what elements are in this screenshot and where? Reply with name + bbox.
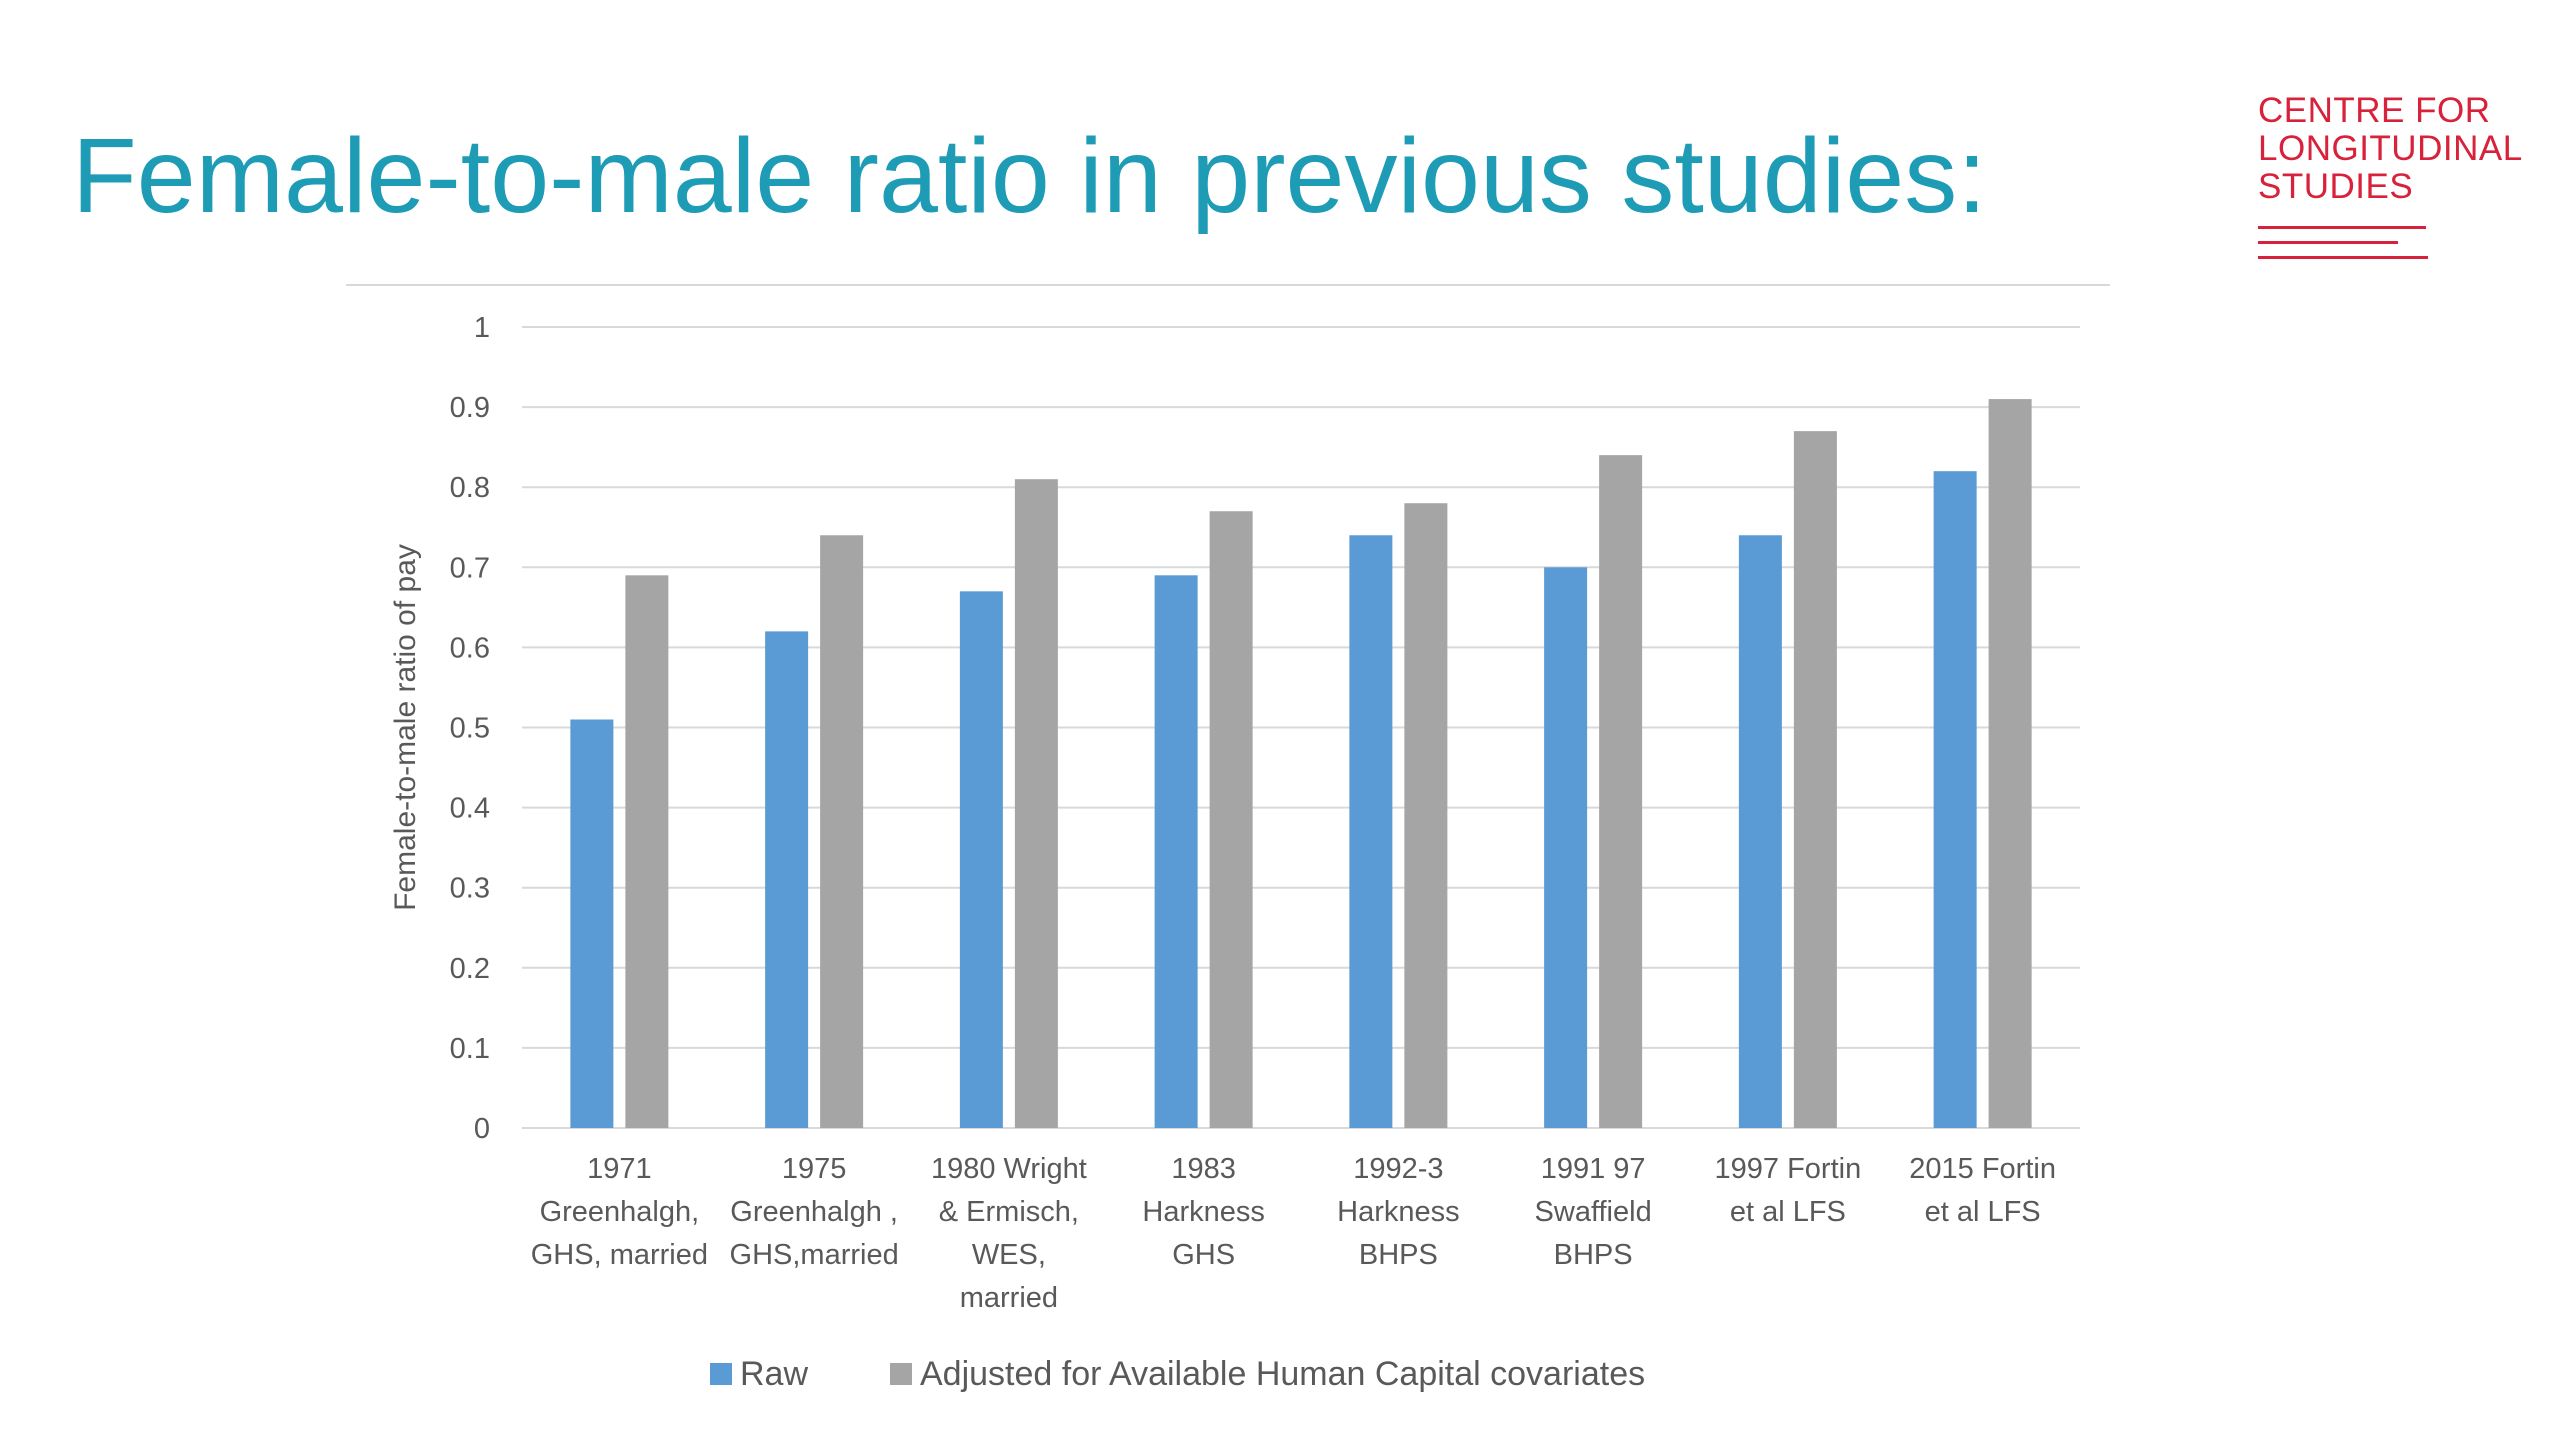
x-category-label-line: 1992-3 bbox=[1353, 1153, 1443, 1185]
logo-rule bbox=[2258, 256, 2428, 259]
logo-line-2: LONGITUDINAL bbox=[2258, 129, 2523, 168]
bar-raw bbox=[765, 631, 809, 1128]
centre-for-longitudinal-studies-logo: CENTRE FOR LONGITUDINAL STUDIES bbox=[2258, 92, 2528, 259]
bar-raw bbox=[1933, 471, 1977, 1128]
x-category-label-line: 1991 97 bbox=[1541, 1153, 1646, 1185]
x-category-label-line: BHPS bbox=[1359, 1239, 1438, 1271]
x-category-label: 1983 Harkness GHS bbox=[1142, 1153, 1265, 1271]
legend-label: Raw bbox=[740, 1355, 808, 1393]
x-category-label-line: 1971 bbox=[587, 1153, 652, 1185]
x-category-label-line: GHS bbox=[1172, 1239, 1235, 1271]
bar-adjusted bbox=[1209, 511, 1253, 1129]
bar-adjusted bbox=[1404, 503, 1448, 1129]
x-category-label-line: 2015 Fortin bbox=[1909, 1153, 2056, 1185]
x-category-label-line: WES, bbox=[972, 1239, 1046, 1271]
x-category-label-line: Harkness bbox=[1337, 1196, 1460, 1228]
x-category-label: 1997 Fortin et al LFS bbox=[1715, 1153, 1862, 1228]
y-tick-label: 0.9 bbox=[450, 392, 490, 424]
y-axis-title: Female-to-male ratio of pay bbox=[389, 544, 422, 911]
logo-text: CENTRE FOR LONGITUDINAL STUDIES bbox=[2258, 92, 2528, 206]
bar-adjusted bbox=[1599, 455, 1643, 1128]
x-category-label-line: Greenhalgh, bbox=[540, 1196, 700, 1228]
legend: Raw Adjusted for Available Human Capital … bbox=[710, 1355, 1645, 1393]
x-category-label-line: Harkness bbox=[1142, 1196, 1265, 1228]
x-category-label-line: GHS, married bbox=[531, 1239, 708, 1271]
x-category-label-line: et al LFS bbox=[1730, 1196, 1846, 1228]
bar-raw bbox=[1154, 575, 1198, 1128]
legend-label: Adjusted for Available Human Capital cov… bbox=[920, 1355, 1645, 1393]
y-tick-label: 1 bbox=[474, 312, 490, 344]
bars bbox=[570, 399, 2032, 1129]
x-category-label-line: BHPS bbox=[1554, 1239, 1633, 1271]
x-category-label-line: & Ermisch, bbox=[939, 1196, 1079, 1228]
y-tick-label: 0.7 bbox=[450, 552, 490, 584]
y-tick-label: 0.3 bbox=[450, 873, 490, 905]
y-tick-label: 0.6 bbox=[450, 632, 490, 664]
x-category-label: 1975 Greenhalgh , GHS,married bbox=[730, 1153, 899, 1271]
slide-title: Female-to-male ratio in previous studies… bbox=[72, 117, 1987, 235]
bar-adjusted bbox=[1793, 431, 1837, 1128]
y-axis-ticks: 0 0.1 0.2 0.3 0.4 0.5 0.6 0.7 0.8 0.9 1 bbox=[450, 312, 490, 1145]
bar-raw bbox=[1349, 535, 1393, 1128]
x-category-label-line: 1975 bbox=[782, 1153, 847, 1185]
title-divider bbox=[346, 284, 2110, 286]
bar-raw bbox=[570, 719, 614, 1128]
bar-adjusted bbox=[820, 535, 864, 1128]
x-axis-categories: 1971 Greenhalgh, GHS, married 1975 Greenhalg… bbox=[531, 1153, 2056, 1314]
bar-adjusted bbox=[1014, 479, 1058, 1128]
x-category-label-line: GHS,married bbox=[730, 1239, 899, 1271]
x-category-label-line: et al LFS bbox=[1925, 1196, 2041, 1228]
y-tick-label: 0.4 bbox=[450, 793, 490, 825]
legend-swatch-adjusted bbox=[890, 1363, 912, 1385]
x-category-label-line: married bbox=[960, 1282, 1058, 1314]
y-tick-label: 0.2 bbox=[450, 953, 490, 985]
x-category-label: 1992-3 Harkness BHPS bbox=[1337, 1153, 1460, 1271]
bar-adjusted bbox=[1988, 399, 2032, 1129]
bar-raw bbox=[1544, 567, 1588, 1128]
x-category-label-line: 1980 Wright bbox=[931, 1153, 1087, 1185]
gridlines bbox=[522, 326, 2080, 1129]
x-category-label: 2015 Fortin et al LFS bbox=[1909, 1153, 2056, 1228]
logo-rule bbox=[2258, 241, 2398, 244]
x-category-label-line: Swaffield bbox=[1535, 1196, 1652, 1228]
x-category-label: 1980 Wright & Ermisch, WES, married bbox=[931, 1153, 1087, 1314]
x-category-label-line: 1997 Fortin bbox=[1715, 1153, 1862, 1185]
x-category-label: 1991 97 Swaffield BHPS bbox=[1535, 1153, 1652, 1271]
y-tick-label: 0.5 bbox=[450, 713, 490, 745]
y-tick-label: 0.1 bbox=[450, 1033, 490, 1065]
logo-rule bbox=[2258, 226, 2426, 229]
logo-line-1: CENTRE FOR bbox=[2258, 91, 2491, 130]
logo-line-3: STUDIES bbox=[2258, 167, 2414, 206]
x-category-label-line: Greenhalgh , bbox=[730, 1196, 898, 1228]
bar-raw bbox=[959, 591, 1003, 1128]
legend-swatch-raw bbox=[710, 1363, 732, 1385]
x-category-label: 1971 Greenhalgh, GHS, married bbox=[531, 1153, 708, 1271]
bar-adjusted bbox=[625, 575, 669, 1128]
y-tick-label: 0 bbox=[474, 1113, 490, 1145]
x-category-label-line: 1983 bbox=[1171, 1153, 1236, 1185]
y-tick-label: 0.8 bbox=[450, 472, 490, 504]
bar-raw bbox=[1738, 535, 1782, 1128]
